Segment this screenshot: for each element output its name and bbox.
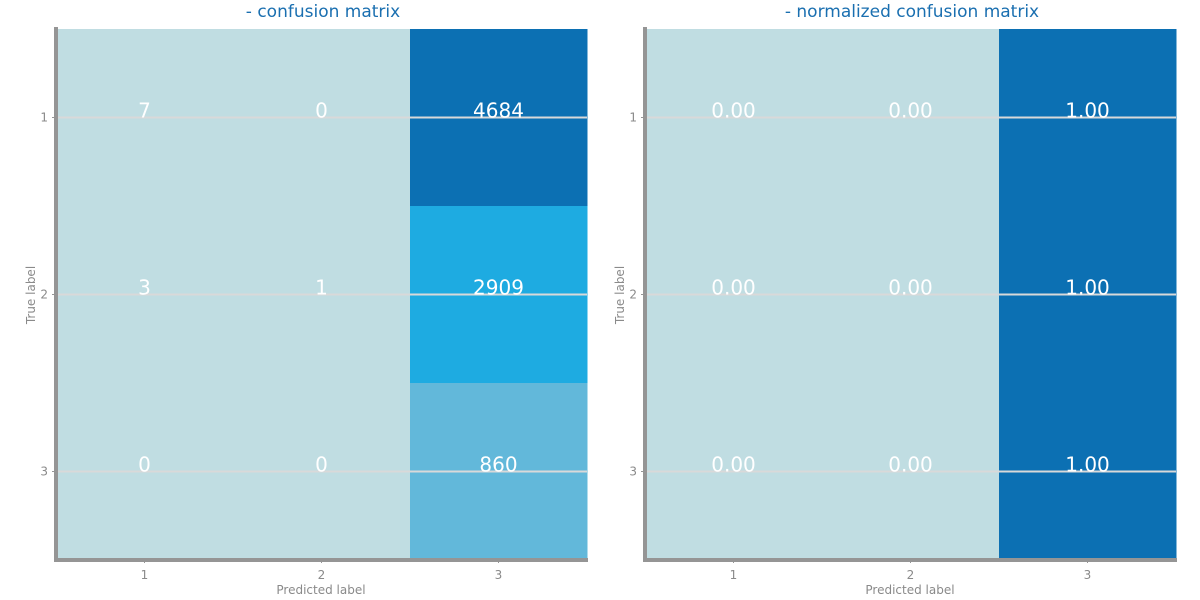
tick-labels: 1 2 3 1 2 3 [40,111,502,583]
cell-value-label: 1.00 [1065,276,1110,300]
cell-value-label: 0 [315,453,328,477]
cell-labels: 7 0 4684 3 1 2909 0 0 860 [138,99,524,477]
y-tick-label: 2 [629,288,637,302]
chart-title: - normalized confusion matrix [785,2,1039,22]
x-tick-label: 1 [141,568,149,582]
y-axis-label: True label [613,266,627,325]
cell-value-label: 2909 [473,276,524,300]
chart-title: - confusion matrix [246,2,400,22]
x-tick-label: 1 [730,568,738,582]
x-axis-label: Predicted label [276,583,365,597]
x-tick-label: 2 [907,568,915,582]
confusion-matrix-chart: - confusion matrix 7 0 4684 3 1 2909 0 0 860 1 2 3… [24,2,588,597]
cell-value-label: 0 [315,99,328,123]
grid-lines [645,116,1176,473]
cell-labels: 0.00 0.00 1.00 0.00 0.00 1.00 0.00 0.00 1.00 [711,99,1110,477]
x-axis-label: Predicted label [865,583,954,597]
normalized-confusion-matrix-chart: - normalized confusion matrix 0.00 0.00 1.… [613,2,1177,597]
cell-value-label: 1.00 [1065,453,1110,477]
cell-value-label: 0.00 [711,276,756,300]
y-tick-label: 1 [629,111,637,125]
tick-labels: 1 2 3 1 2 3 [629,111,1091,583]
y-tick-label: 2 [40,288,48,302]
y-axis-label: True label [24,266,38,325]
cell-value-label: 4684 [473,99,524,123]
cell-value-label: 7 [138,99,151,123]
cell-value-label: 860 [479,453,517,477]
cell-value-label: 1.00 [1065,99,1110,123]
cell-value-label: 0.00 [888,99,933,123]
x-tick-label: 3 [1084,568,1092,582]
cell-value-label: 0.00 [711,99,756,123]
cell-value-label: 1 [315,276,328,300]
y-tick-label: 3 [40,465,48,479]
cell-value-label: 0.00 [711,453,756,477]
cell-value-label: 0 [138,453,151,477]
cell-value-label: 0.00 [888,453,933,477]
grid-lines [56,116,587,473]
y-tick-label: 1 [40,111,48,125]
cell-value-label: 3 [138,276,151,300]
y-tick-label: 3 [629,465,637,479]
x-tick-label: 2 [318,568,326,582]
x-tick-label: 3 [495,568,503,582]
cell-value-label: 0.00 [888,276,933,300]
